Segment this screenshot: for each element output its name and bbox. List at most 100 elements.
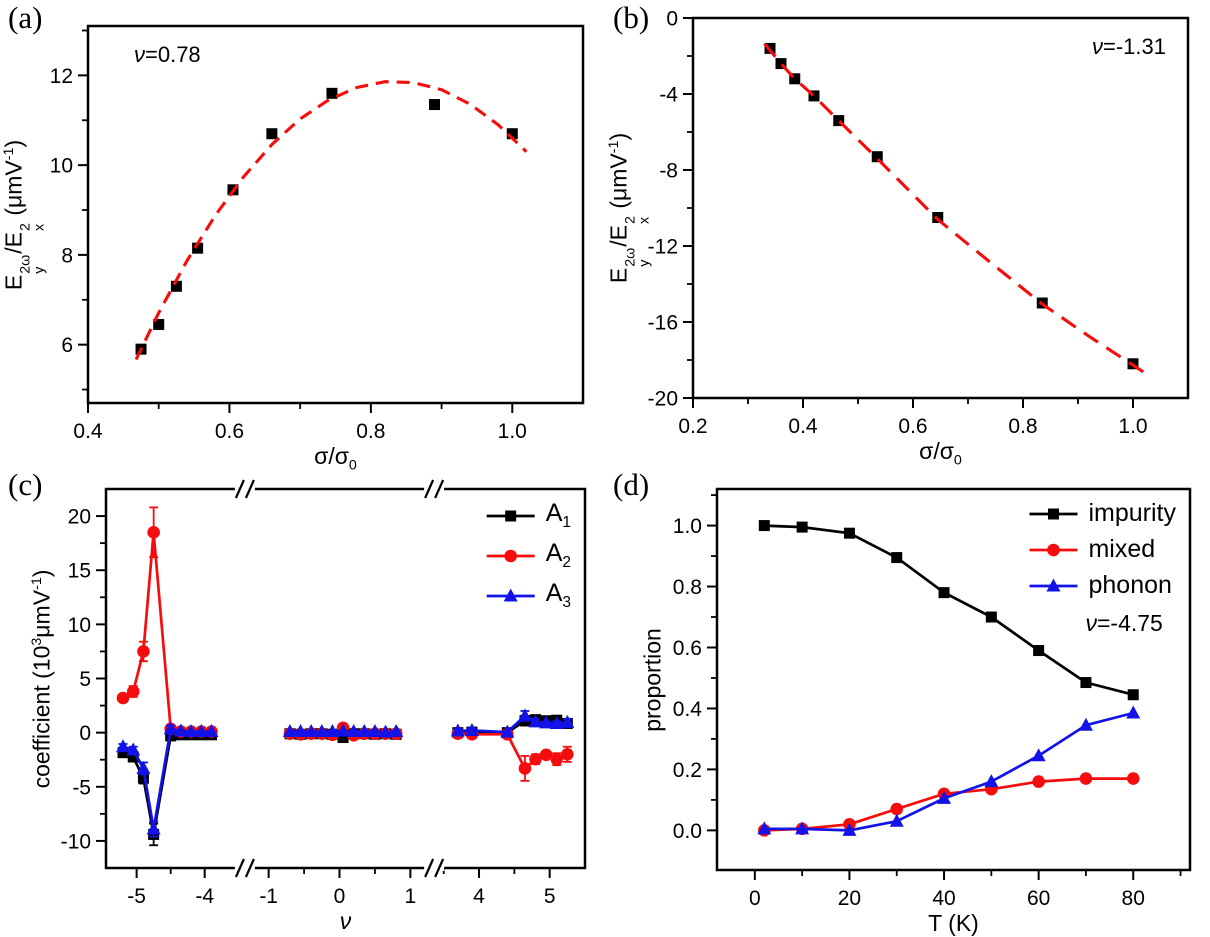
series-impurity [758,520,1139,701]
y-tick-label: -8 [659,160,678,183]
marker-circle [550,752,564,766]
x-axis: 0 20 40 60 80 [749,870,1182,910]
x-tick-label: 40 [932,887,955,910]
label-text: =0.78 [145,42,201,67]
y-axis-label: coefficient (103μmV-1) [29,569,56,788]
y-tick-label: 10 [68,614,91,637]
panel-b: (b) 0.2 0.4 0.6 0.8 1.0 0 -4 -8 -12 -16 -20 σ/σ0 E 2… [605,0,1210,469]
x-tick-label: 4 [473,885,485,908]
marker-square [789,73,801,85]
marker-triangle [500,724,515,738]
label-text: σ/σ [314,443,349,469]
marker-triangle [304,724,319,738]
legend-entry-mixed: mixed [1027,535,1176,564]
label-text: phonon [1088,571,1172,599]
label-text: 2ω y [622,247,653,267]
label-text: ν [339,908,352,934]
label-text: 3 [562,594,571,611]
marker-square [775,58,787,70]
series-data [764,42,1139,370]
sub-part: y [636,259,653,267]
label-text: μmV [28,589,55,638]
label-text: proportion [639,627,666,732]
label-text: 0 [348,457,357,474]
marker-square [266,128,278,140]
legend-glyph-triangle [486,588,535,601]
x-tick-label: -5 [127,885,146,908]
x-tick-label: 0.2 [678,415,707,438]
marker-square [153,318,165,330]
legend-marker [505,510,517,521]
legend-marker [1047,543,1060,556]
series-data [135,87,518,355]
label-text: (μmV [605,153,632,216]
marker-circle [137,645,150,658]
label-text: A [545,499,563,527]
y-tick-label: 20 [68,506,91,529]
legend-label: mixed [1088,535,1155,564]
legend-label: impurity [1088,499,1176,528]
y-tick-label: 0 [666,8,678,31]
marker-square [985,611,997,623]
marker-triangle [1078,717,1093,731]
marker-triangle [204,724,219,738]
marker-square [1080,677,1092,689]
panel-d: (d) 0 20 40 60 80 0.0 0.2 0.4 0.6 0.8 1.0 T (K) pro… [605,467,1210,936]
x-tick-label: 60 [1027,887,1050,910]
y-axis: 6 8 10 12 [50,29,88,391]
panel-d-plot: 0 20 40 60 80 0.0 0.2 0.4 0.6 0.8 1.0 [673,487,1192,910]
label-text: ) [28,569,55,577]
axis-break-mark [424,479,435,499]
marker-circle [147,526,160,539]
legend-label: A3 [546,579,571,612]
y-tick-label: 12 [50,65,73,88]
marker-triangle [314,724,329,738]
sup-part: 2 [622,216,639,224]
legend-label: A2 [546,539,571,572]
marker-square [808,90,820,102]
marker-square [1033,645,1045,657]
legend-marker [504,549,517,562]
x-tick-label: 0.6 [215,420,244,443]
marker-square [833,115,845,127]
marker-triangle [325,724,340,738]
x-tick-label: 5 [544,885,556,908]
marker-square [429,99,440,111]
label-text: -1 [0,147,17,160]
marker-triangle [116,739,131,753]
x-axis-label: σ/σ0 [919,438,962,469]
label-text: mixed [1088,535,1156,563]
sub-part: y [31,266,48,274]
marker-square [127,751,139,763]
marker-triangle [184,724,199,738]
label-text: 1 [562,514,571,531]
plot-box [691,16,1190,400]
axis-break-mark [234,479,245,499]
marker-triangle [464,722,479,736]
panel-d-letter: (d) [613,467,650,502]
x-tick-label: 20 [838,887,861,910]
sup-part: 2ω [17,254,34,274]
x-axis-label: σ/σ0 [314,443,357,474]
nu-annotation: ν=0.78 [134,42,201,68]
x-axis: 0.4 0.6 0.8 1.0 [73,403,527,443]
sub-part: x [31,223,48,231]
marker-triangle [450,723,465,737]
marker-square [137,772,149,784]
label-text: ν [1092,34,1103,59]
sup-part: 2ω [622,247,639,267]
y-tick-label: 0.0 [673,820,702,843]
axis-break-mark [244,858,255,878]
legend-marker [503,588,518,601]
axis-break-gap [424,486,445,492]
marker-triangle [757,821,772,835]
legend-entry-A3: A3 [485,579,571,612]
marker-square [871,151,883,163]
label-text: coefficient (10 [28,645,55,788]
marker-triangle [136,760,151,774]
axis-break-gap [234,865,255,871]
marker-triangle [336,723,351,737]
